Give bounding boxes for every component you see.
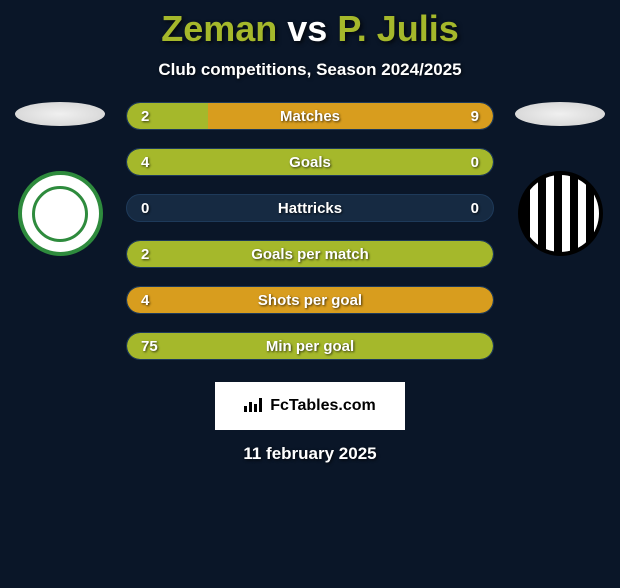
bar-fill-left <box>127 103 208 129</box>
bar-value-left: 4 <box>141 292 149 309</box>
stat-bar: 75 Min per goal <box>126 332 494 360</box>
comparison-title: Zeman vs P. Julis <box>0 8 620 50</box>
stat-bars: 2 9 Matches 4 0 Goals 0 0 Hattricks 2 Goals per ma… <box>120 102 500 360</box>
bar-value-left: 4 <box>141 154 149 171</box>
brand-box: FcTables.com <box>215 382 405 430</box>
bar-label: Shots per goal <box>258 292 362 309</box>
stat-bar: 0 0 Hattricks <box>126 194 494 222</box>
bar-value-right: 9 <box>471 108 479 125</box>
right-club-crest-icon <box>518 171 603 256</box>
stat-bar: 4 0 Goals <box>126 148 494 176</box>
right-side <box>500 102 620 256</box>
bar-label: Matches <box>280 108 340 125</box>
bar-label: Hattricks <box>278 200 342 217</box>
bar-value-right: 0 <box>471 200 479 217</box>
brand-text: FcTables.com <box>270 397 376 415</box>
bar-label: Goals per match <box>251 246 369 263</box>
player2-name: P. Julis <box>337 8 458 49</box>
bar-label: Min per goal <box>266 338 354 355</box>
left-club-crest-icon <box>18 171 103 256</box>
left-side <box>0 102 120 256</box>
stat-bar: 2 9 Matches <box>126 102 494 130</box>
stat-bar: 2 Goals per match <box>126 240 494 268</box>
bar-value-right: 0 <box>471 154 479 171</box>
bar-value-left: 0 <box>141 200 149 217</box>
main-layout: 2 9 Matches 4 0 Goals 0 0 Hattricks 2 Goals per ma… <box>0 102 620 360</box>
bar-value-left: 2 <box>141 108 149 125</box>
bar-value-left: 75 <box>141 338 158 355</box>
right-flag-icon <box>515 102 605 126</box>
bar-label: Goals <box>289 154 331 171</box>
bar-fill-right <box>208 103 493 129</box>
brand-chart-icon <box>244 396 264 417</box>
bar-value-left: 2 <box>141 246 149 263</box>
left-flag-icon <box>15 102 105 126</box>
player1-name: Zeman <box>161 8 277 49</box>
vs-text: vs <box>287 8 327 49</box>
subtitle: Club competitions, Season 2024/2025 <box>0 60 620 80</box>
stat-bar: 4 Shots per goal <box>126 286 494 314</box>
date-text: 11 february 2025 <box>0 444 620 464</box>
